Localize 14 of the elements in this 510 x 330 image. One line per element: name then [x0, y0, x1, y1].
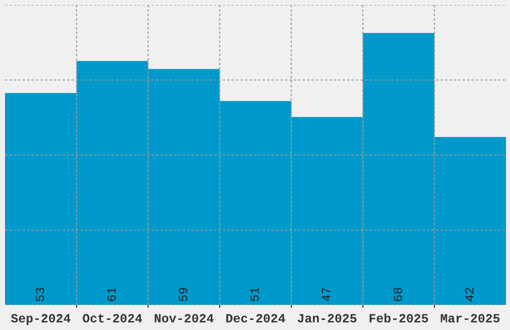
data-label: 42	[465, 288, 474, 302]
x-tick-label: Nov-2024	[154, 314, 214, 323]
data-label: 51	[250, 288, 259, 302]
data-label: 68	[394, 288, 402, 302]
x-tick-label: Oct-2024	[82, 314, 142, 323]
x-tick-label: Dec-2024	[226, 314, 286, 323]
data-label: 47	[322, 288, 330, 302]
data-label: 53	[36, 288, 44, 302]
data-label: 59	[178, 288, 188, 302]
data-label: 61	[107, 288, 116, 302]
x-tick-label: Feb-2025	[370, 313, 428, 323]
x-tick-label: Mar-2025	[440, 314, 500, 323]
x-tick-label: Sep-2024	[11, 314, 70, 325]
x-tick-label: Jan-2025	[298, 314, 356, 323]
